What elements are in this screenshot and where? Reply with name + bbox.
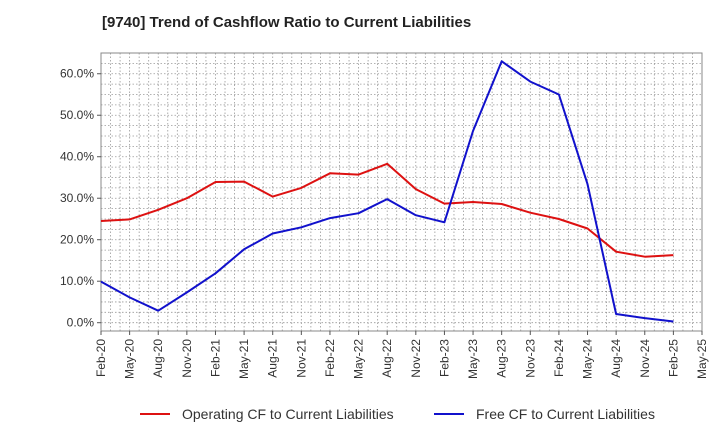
x-tick-label: Feb-23: [437, 339, 451, 377]
x-tick-label: May-24: [581, 339, 595, 379]
x-tick-label: Aug-24: [609, 339, 623, 378]
x-tick-label: Feb-24: [552, 339, 566, 377]
series-line-2: [100, 60, 674, 323]
x-tick-label: May-25: [695, 339, 709, 379]
y-tick-label: 0.0%: [67, 316, 95, 330]
x-tick-label: Feb-20: [94, 339, 108, 377]
x-tick-label: Aug-21: [266, 339, 280, 378]
series-line-1: [100, 162, 674, 258]
plot-area-frame: [100, 52, 703, 332]
x-tick-label: Feb-25: [666, 339, 680, 377]
x-tick-label: May-21: [237, 339, 251, 379]
chart-title: [9740] Trend of Cashflow Ratio to Curren…: [102, 14, 472, 31]
grid: [100, 53, 703, 331]
x-tick-label: Aug-23: [495, 339, 509, 378]
y-tick-label: 30.0%: [60, 191, 94, 205]
x-tick-label: Feb-21: [208, 339, 222, 377]
x-tick-label: Nov-20: [180, 339, 194, 378]
x-axis: Feb-20 May-20 Aug-20 Nov-20 Feb-21 May-21 Aug-…: [94, 331, 709, 379]
x-tick-label: Feb-22: [323, 339, 337, 377]
x-tick-label: Aug-22: [380, 339, 394, 378]
x-tick-label: May-22: [352, 339, 366, 379]
x-tick-label: Aug-20: [151, 339, 165, 378]
legend: Operating CF to Current Liabilities Free …: [140, 406, 655, 422]
y-tick-label: 10.0%: [60, 274, 94, 288]
y-tick-label: 60.0%: [60, 67, 94, 81]
x-tick-label: Nov-22: [409, 339, 423, 378]
x-tick-label: Nov-24: [638, 339, 652, 378]
x-tick-label: May-23: [466, 339, 480, 379]
y-tick-label: 50.0%: [60, 108, 94, 122]
x-tick-label: Nov-23: [523, 339, 537, 378]
y-axis: 0.0% 10.0% 20.0% 30.0% 40.0% 50.0% 60.0%: [60, 67, 101, 330]
y-tick-label: 40.0%: [60, 150, 94, 164]
y-tick-label: 20.0%: [60, 233, 94, 247]
legend-label-1: Operating CF to Current Liabilities: [182, 406, 394, 422]
x-tick-label: Nov-21: [294, 339, 308, 378]
x-tick-label: May-20: [123, 339, 137, 379]
series-layer: [100, 60, 674, 323]
legend-label-2: Free CF to Current Liabilities: [476, 406, 655, 422]
